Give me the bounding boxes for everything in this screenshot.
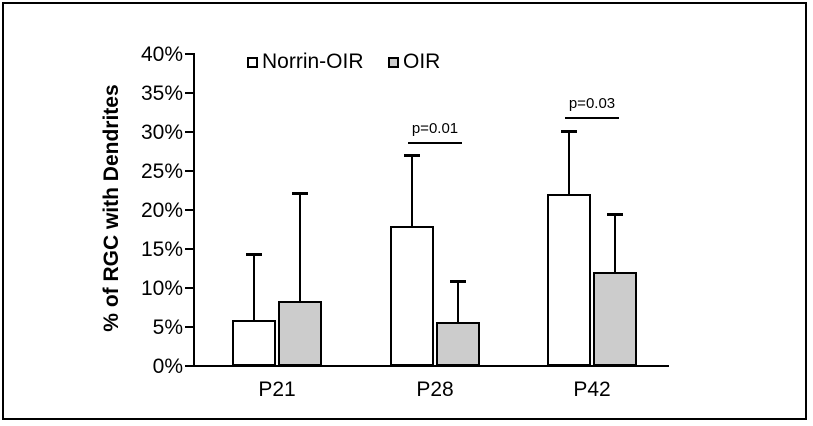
bar-norrin-oir-p42	[547, 193, 591, 366]
y-axis-tick	[185, 131, 193, 133]
annotation-p-0-03: p=0.03	[568, 94, 616, 112]
y-axis-tick	[185, 326, 193, 328]
y-axis-tick	[185, 170, 193, 172]
y-axis-tick-label: 40%	[140, 43, 183, 66]
error-bar-cap	[246, 253, 262, 257]
annotation-underline	[408, 141, 462, 144]
y-axis-title: % of RGC with Dendrites	[100, 84, 123, 332]
error-bar-line	[614, 213, 616, 272]
error-bar-cap	[607, 212, 623, 216]
y-axis-tick	[185, 365, 193, 367]
x-axis-line	[193, 365, 669, 367]
y-axis-tick-label: 20%	[140, 199, 183, 222]
bar-oir-p42	[593, 271, 637, 366]
error-bar-line	[253, 254, 255, 320]
y-axis-tick-label: 10%	[140, 277, 183, 300]
error-bar-cap	[561, 130, 577, 133]
error-bar-cap	[292, 191, 308, 195]
annotation-p-0-01: p=0.01	[411, 119, 459, 137]
legend-swatch-norrin-oir-icon	[247, 57, 258, 68]
y-axis-tick-label: 35%	[140, 82, 183, 105]
y-axis-tick-label: 5%	[152, 316, 183, 339]
y-axis-tick-label: 30%	[140, 121, 183, 144]
y-axis-tick	[185, 92, 193, 94]
x-axis-label-p21: P21	[258, 378, 296, 401]
y-axis-tick-label: 15%	[140, 238, 183, 261]
legend-swatch-oir-icon	[388, 57, 399, 68]
y-axis-tick	[185, 287, 193, 289]
x-axis-label-p42: P42	[573, 378, 611, 401]
annotation-underline	[565, 116, 619, 119]
figure-border	[2, 2, 807, 420]
error-bar-line	[568, 131, 570, 194]
legend-label-norrin-oir: Norrin-OIR	[262, 50, 364, 73]
y-axis-tick-label: 0%	[152, 355, 183, 378]
error-bar-cap	[450, 279, 466, 283]
bar-oir-p21	[278, 301, 322, 366]
y-axis-line	[193, 53, 195, 367]
error-bar-line	[457, 280, 459, 323]
bar-norrin-oir-p28	[390, 226, 434, 366]
error-bar-line	[299, 192, 301, 302]
legend-label-oir: OIR	[403, 50, 441, 73]
error-bar-cap	[404, 154, 420, 158]
bar-norrin-oir-p21	[232, 319, 276, 366]
x-axis-label-p28: P28	[416, 378, 454, 401]
y-axis-tick-label: 25%	[140, 160, 183, 183]
error-bar-line	[411, 155, 413, 227]
y-axis-tick	[185, 53, 193, 55]
y-axis-tick	[185, 248, 193, 250]
bar-oir-p28	[436, 322, 480, 366]
y-axis-tick	[185, 209, 193, 211]
